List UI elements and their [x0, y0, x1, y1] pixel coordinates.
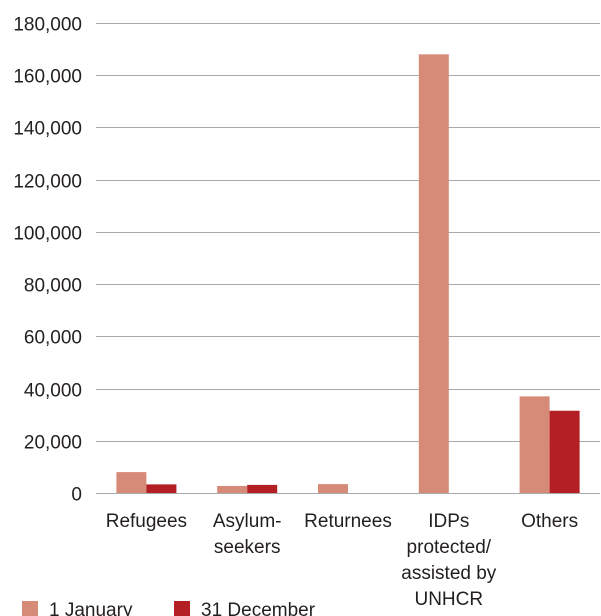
legend-item: 1 January — [22, 600, 133, 616]
legend-swatch — [22, 601, 38, 616]
y-tick-label: 80,000 — [24, 276, 82, 297]
bar-1-january — [418, 54, 449, 493]
bar-31-december — [549, 410, 580, 493]
x-category-label-line: IDPs — [428, 511, 469, 532]
legend-swatch — [174, 601, 190, 616]
bars — [116, 54, 580, 493]
y-tick-label: 40,000 — [24, 381, 82, 402]
bar-1-january — [519, 396, 550, 493]
x-category-label: Others — [521, 511, 578, 532]
gridlines — [96, 23, 600, 494]
x-category-label-line: Asylum- — [213, 511, 282, 532]
x-category-label-line: assisted by — [401, 563, 497, 584]
x-category-label: Returnees — [304, 511, 392, 532]
legend-label: 31 December — [201, 600, 316, 616]
x-category-label: Asylum-seekers — [213, 511, 282, 558]
y-tick-label: 0 — [71, 485, 82, 506]
x-category-label-line: Refugees — [106, 511, 187, 532]
bar-1-january — [318, 484, 348, 493]
x-category-label-line: UNHCR — [414, 589, 483, 610]
y-tick-label: 160,000 — [13, 67, 82, 88]
y-tick-label: 180,000 — [13, 15, 82, 36]
y-tick-label: 140,000 — [13, 119, 82, 140]
y-tick-label: 100,000 — [13, 224, 82, 245]
y-tick-label: 20,000 — [24, 433, 82, 454]
x-category-label-line: seekers — [214, 537, 281, 558]
x-category-label-line: protected/ — [407, 537, 492, 558]
x-category-label: IDPs protected/assisted by UNHCR — [401, 511, 497, 610]
legend-item: 31 December — [174, 600, 316, 616]
legend-label: 1 January — [49, 600, 133, 616]
y-axis: 0 20,000 40,000 60,000 80,000 100,000 120,000 1… — [13, 15, 82, 506]
bar-31-december — [247, 484, 278, 493]
x-axis: Refugees Asylum-seekers Returnees IDPs prote… — [106, 511, 578, 610]
y-tick-label: 60,000 — [24, 328, 82, 349]
x-category-label-line: Others — [521, 511, 578, 532]
y-tick-label: 120,000 — [13, 172, 82, 193]
x-category-label-line: Returnees — [304, 511, 392, 532]
bar-1-january — [217, 485, 248, 493]
legend: 1 January 31 December — [22, 600, 316, 616]
bar-1-january — [116, 472, 147, 493]
bar-31-december — [146, 484, 177, 493]
x-category-label: Refugees — [106, 511, 187, 532]
